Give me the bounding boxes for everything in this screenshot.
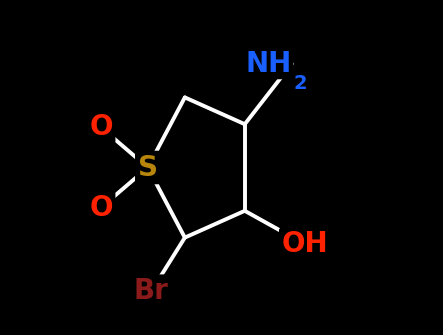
Text: OH: OH xyxy=(282,230,328,258)
Text: NH: NH xyxy=(245,50,291,78)
Text: Br: Br xyxy=(134,277,169,305)
Text: O: O xyxy=(89,194,113,222)
Text: 2: 2 xyxy=(293,74,307,93)
Text: S: S xyxy=(138,153,158,182)
Text: O: O xyxy=(89,113,113,141)
